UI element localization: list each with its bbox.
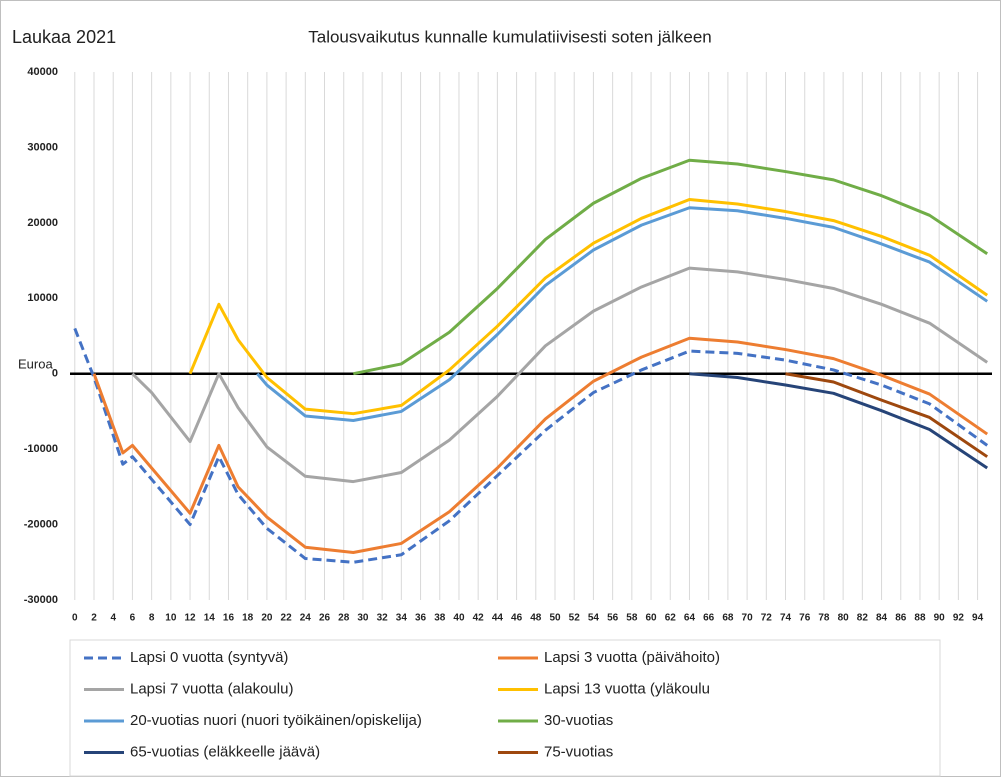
x-tick-label: 38 (434, 613, 446, 624)
x-tick-label: 48 (530, 613, 542, 624)
x-tick-label: 8 (149, 613, 155, 624)
x-tick-label: 90 (934, 613, 946, 624)
x-tick-label: 50 (549, 613, 561, 624)
series-line (256, 206, 989, 422)
x-tick-label: 84 (876, 613, 888, 624)
x-tick-label: 70 (742, 613, 754, 624)
x-tick-label: 28 (338, 613, 350, 624)
x-tick-label: 22 (281, 613, 293, 624)
x-tick-label: 72 (761, 613, 773, 624)
y-tick-label: 40000 (27, 66, 58, 78)
x-tick-label: 76 (799, 613, 811, 624)
x-tick-label: 30 (357, 613, 369, 624)
x-tick-label: 12 (184, 613, 196, 624)
legend-label: Lapsi 13 vuotta (yläkoulu (544, 680, 710, 697)
x-tick-label: 68 (722, 613, 734, 624)
x-tick-label: 66 (703, 613, 715, 624)
x-tick-label: 62 (665, 613, 677, 624)
x-tick-label: 92 (953, 613, 965, 624)
x-tick-label: 0 (72, 613, 78, 624)
x-tick-label: 4 (110, 613, 116, 624)
y-tick-label: 30000 (27, 141, 58, 153)
x-tick-label: 44 (492, 613, 504, 624)
legend-label: Lapsi 0 vuotta (syntyvä) (130, 649, 288, 666)
x-tick-label: 10 (165, 613, 177, 624)
x-tick-label: 46 (511, 613, 523, 624)
legend-label: 20-vuotias nuori (nuori työikäinen/opisk… (130, 712, 422, 729)
x-tick-label: 56 (607, 613, 619, 624)
x-tick-label: 74 (780, 613, 792, 624)
legend-label: Lapsi 7 vuotta (alakoulu) (130, 680, 293, 697)
x-tick-label: 40 (453, 613, 465, 624)
y-tick-label: 10000 (27, 292, 58, 304)
y-axis-label: Euroa (18, 356, 53, 371)
series-line (689, 372, 989, 470)
chart-title: Talousvaikutus kunnalle kumulatiivisesti… (308, 27, 712, 46)
x-tick-label: 52 (569, 613, 581, 624)
x-tick-label: 16 (223, 613, 235, 624)
x-tick-label: 24 (300, 613, 312, 624)
series-line (92, 336, 989, 554)
x-tick-label: 6 (130, 613, 136, 624)
series-line (785, 372, 989, 458)
x-tick-label: 82 (857, 613, 869, 624)
x-tick-label: 64 (684, 613, 696, 624)
x-tick-label: 60 (645, 613, 657, 624)
series-line (73, 327, 989, 564)
x-tick-label: 36 (415, 613, 427, 624)
x-tick-label: 42 (473, 613, 485, 624)
series-line (188, 197, 989, 416)
x-tick-label: 14 (204, 613, 216, 624)
x-tick-label: 26 (319, 613, 331, 624)
legend-label: 75-vuotias (544, 743, 613, 760)
legend-label: Lapsi 3 vuotta (päivähoito) (544, 649, 720, 666)
x-tick-label: 2 (91, 613, 97, 624)
x-tick-label: 86 (895, 613, 907, 624)
y-tick-label: -30000 (24, 594, 58, 606)
x-tick-label: 20 (261, 613, 273, 624)
x-tick-label: 54 (588, 613, 600, 624)
y-tick-label: 0 (52, 368, 58, 380)
series-line (353, 158, 989, 376)
x-tick-label: 58 (626, 613, 638, 624)
legend-label: 30-vuotias (544, 712, 613, 729)
x-tick-label: 18 (242, 613, 254, 624)
x-tick-label: 34 (396, 613, 408, 624)
y-tick-label: 20000 (27, 217, 58, 229)
legend-label: 65-vuotias (eläkkeelle jäävä) (130, 743, 320, 760)
x-tick-label: 94 (972, 613, 984, 624)
series-line (131, 266, 989, 484)
chart-label: Laukaa 2021 (12, 27, 116, 47)
x-tick-label: 78 (818, 613, 830, 624)
y-tick-label: -10000 (24, 443, 58, 455)
x-tick-label: 80 (838, 613, 850, 624)
y-tick-label: -20000 (24, 518, 58, 530)
x-tick-label: 88 (914, 613, 926, 624)
x-tick-label: 32 (377, 613, 389, 624)
